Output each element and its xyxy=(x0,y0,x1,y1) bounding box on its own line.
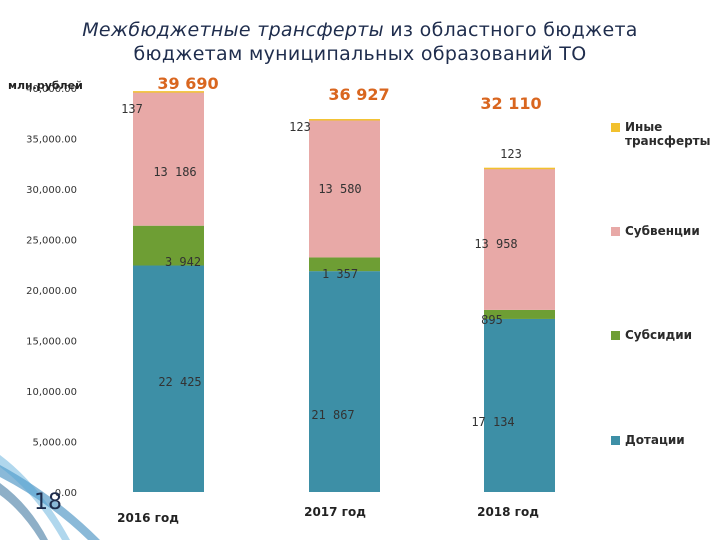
total-label: 36 927 xyxy=(328,85,389,104)
bar-segment xyxy=(133,225,204,266)
bar-segment xyxy=(484,167,555,170)
data-label: 13 580 xyxy=(318,182,361,196)
y-tick-label: 35,000.00 xyxy=(26,135,77,146)
legend-item: Субсидии xyxy=(611,328,715,342)
legend-item: Дотации xyxy=(611,433,715,447)
total-label: 32 110 xyxy=(480,94,541,113)
data-label: 1 357 xyxy=(322,267,358,281)
bar-segment xyxy=(133,91,204,93)
bar-segment xyxy=(309,257,380,272)
legend-swatch xyxy=(611,123,620,132)
data-label: 137 xyxy=(121,102,143,116)
category-label: 2018 год xyxy=(477,505,539,519)
data-label: 123 xyxy=(289,120,311,134)
data-label: 13 958 xyxy=(474,237,517,251)
bar-segment xyxy=(484,309,555,319)
title-line-2: бюджетам муниципальных образований ТО xyxy=(133,43,587,65)
y-tick-label: 10,000.00 xyxy=(26,387,77,398)
bar-segment xyxy=(484,168,555,310)
bar-segment xyxy=(484,318,555,492)
data-label: 3 942 xyxy=(165,255,201,269)
legend-label: Субсидии xyxy=(625,328,693,342)
unit-label: млн.рублей xyxy=(8,79,83,92)
slide-number: 18 xyxy=(34,490,62,515)
legend-item: Субвенции xyxy=(611,224,715,238)
title-line-1-rest: из областного бюджета xyxy=(383,19,638,41)
data-label: 21 867 xyxy=(311,408,354,422)
legend-swatch xyxy=(611,227,620,236)
y-tick-label: 20,000.00 xyxy=(26,286,77,297)
title-emphasis: Межбюджетные трансферты xyxy=(82,19,384,41)
y-tick-label: 40,000.00 xyxy=(26,84,77,95)
y-tick-label: 30,000.00 xyxy=(26,185,77,196)
bar-segment xyxy=(309,120,380,258)
y-tick-label: 5,000.00 xyxy=(32,438,77,449)
y-tick-label: 15,000.00 xyxy=(26,337,77,348)
data-label: 17 134 xyxy=(471,415,514,429)
bar-segment xyxy=(309,271,380,492)
legend-label: Иные трансферты xyxy=(625,120,711,148)
bar-segment xyxy=(133,265,204,492)
y-tick-label: 25,000.00 xyxy=(26,236,77,247)
data-label: 123 xyxy=(500,147,522,161)
legend-label: Субвенции xyxy=(625,224,700,238)
legend-item: Иные трансферты xyxy=(611,120,715,148)
y-tick-label: 0.00 xyxy=(55,488,77,499)
total-label: 39 690 xyxy=(157,74,218,93)
data-label: 22 425 xyxy=(158,375,201,389)
legend-swatch xyxy=(611,436,620,445)
title-line-1: Межбюджетные трансферты из областного бю… xyxy=(0,18,720,42)
chart-title: Межбюджетные трансферты из областного бю… xyxy=(0,18,720,66)
legend-swatch xyxy=(611,331,620,340)
legend-label: Дотации xyxy=(625,433,685,447)
corner-decoration xyxy=(0,455,100,540)
data-label: 13 186 xyxy=(153,165,196,179)
data-label: 895 xyxy=(481,313,503,327)
category-label: 2017 год xyxy=(304,505,366,519)
category-label: 2016 год xyxy=(117,511,179,525)
bar-segment xyxy=(309,119,380,121)
bar-segment xyxy=(133,92,204,226)
